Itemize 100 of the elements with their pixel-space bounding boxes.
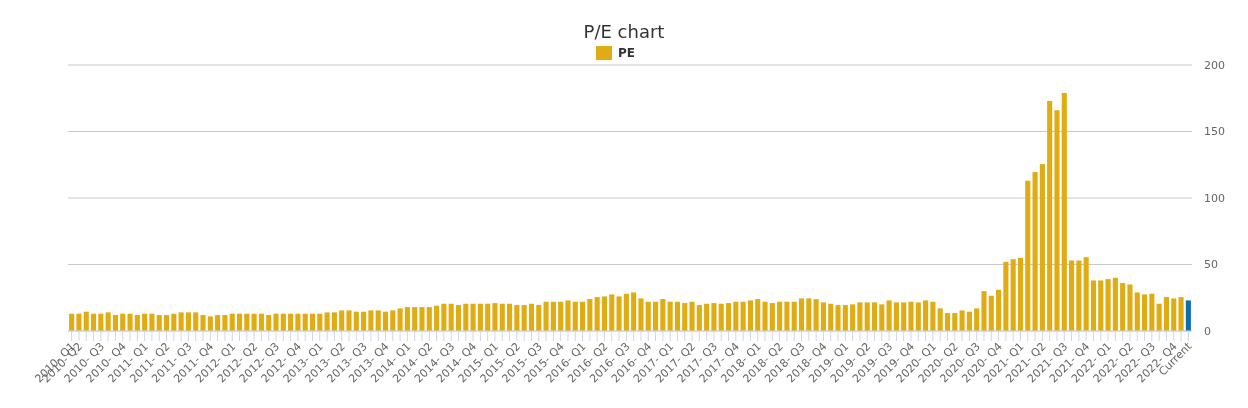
bar [485, 303, 491, 331]
bar [222, 315, 228, 331]
bar [769, 303, 775, 331]
bar [419, 307, 425, 331]
bar [514, 305, 520, 331]
bar [1120, 283, 1126, 331]
bar [266, 315, 272, 331]
bar [813, 299, 819, 331]
bar [441, 303, 447, 331]
bar [112, 315, 118, 331]
bar [791, 301, 797, 331]
bar [1039, 164, 1045, 331]
bar [317, 313, 323, 331]
bar [718, 303, 724, 331]
bar [1112, 277, 1118, 331]
bar [368, 310, 374, 331]
bar [1069, 260, 1075, 331]
bar [163, 315, 170, 331]
bar [696, 305, 702, 331]
bar [375, 310, 381, 331]
bar [1010, 259, 1016, 331]
bar [178, 312, 184, 331]
bar [207, 316, 213, 331]
bar [434, 305, 440, 331]
bar [806, 298, 812, 331]
bar [725, 303, 732, 331]
bar [1134, 292, 1140, 331]
bar [682, 303, 688, 331]
bar [477, 303, 483, 331]
bar [142, 313, 148, 331]
bar [251, 313, 257, 331]
bar [448, 303, 454, 331]
bar [755, 299, 761, 331]
y-tick-label: 150 [1204, 125, 1225, 139]
bar [1171, 298, 1177, 331]
bar [587, 299, 593, 331]
bar [901, 302, 907, 331]
bar [215, 315, 221, 331]
bar [930, 301, 936, 331]
bar [1083, 257, 1089, 331]
y-tick-label: 0 [1204, 324, 1211, 338]
bar [959, 310, 965, 331]
bar [507, 303, 513, 331]
bar [1003, 261, 1009, 331]
bar [288, 313, 294, 331]
bar [1017, 257, 1024, 331]
bar [339, 310, 345, 331]
bar [966, 311, 972, 331]
bar [236, 313, 243, 331]
bar [645, 301, 651, 331]
bar [733, 301, 739, 331]
bar [390, 310, 396, 331]
bar [273, 313, 279, 331]
bar [1090, 280, 1097, 331]
bar [455, 305, 462, 331]
bar [704, 303, 710, 331]
bar [820, 302, 826, 331]
y-tick-label: 50 [1204, 258, 1218, 272]
bar [353, 311, 359, 331]
bar [244, 313, 250, 331]
bar [76, 313, 82, 331]
bar [893, 302, 899, 331]
bar [324, 312, 330, 331]
chart-title: P/E chart [583, 21, 665, 42]
bar [69, 313, 75, 331]
bar [711, 303, 717, 331]
bar [1163, 297, 1170, 331]
bar [594, 297, 600, 331]
bar [747, 300, 753, 331]
bar [1185, 300, 1191, 331]
bar [463, 303, 469, 331]
bar [426, 307, 432, 331]
bar [499, 303, 505, 331]
bar [558, 301, 564, 331]
bar [1127, 284, 1133, 331]
bar [777, 301, 783, 331]
bar [937, 308, 943, 331]
bar [952, 313, 958, 331]
bar [127, 313, 133, 331]
bar [397, 308, 403, 331]
bar [1105, 279, 1111, 331]
bar [105, 312, 111, 331]
bar [302, 313, 308, 331]
bar [1149, 293, 1155, 331]
bar [193, 312, 199, 331]
bar [229, 313, 235, 331]
bar [1054, 110, 1060, 331]
bar [1047, 100, 1053, 331]
bar [798, 298, 805, 331]
bar [652, 301, 659, 331]
bar [784, 301, 790, 331]
bar [492, 303, 498, 331]
bar [740, 301, 746, 331]
bar [361, 311, 367, 331]
y-tick-label: 200 [1204, 58, 1225, 72]
bar [616, 296, 622, 331]
bar [601, 296, 608, 331]
bar [83, 311, 89, 331]
bar [149, 313, 155, 331]
bar [185, 312, 191, 331]
